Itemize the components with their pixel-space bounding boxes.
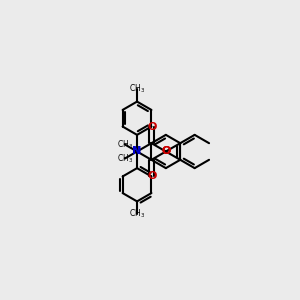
Text: CH$_3$: CH$_3$	[117, 152, 133, 165]
Text: N: N	[132, 146, 142, 157]
Text: O: O	[161, 146, 170, 157]
Text: O: O	[161, 146, 170, 157]
Text: CH$_3$: CH$_3$	[117, 138, 133, 151]
Text: N: N	[132, 146, 142, 157]
Text: CH$_3$: CH$_3$	[129, 83, 145, 95]
Text: O: O	[147, 171, 157, 182]
Text: CH$_3$: CH$_3$	[129, 208, 145, 220]
Text: O: O	[147, 122, 157, 132]
